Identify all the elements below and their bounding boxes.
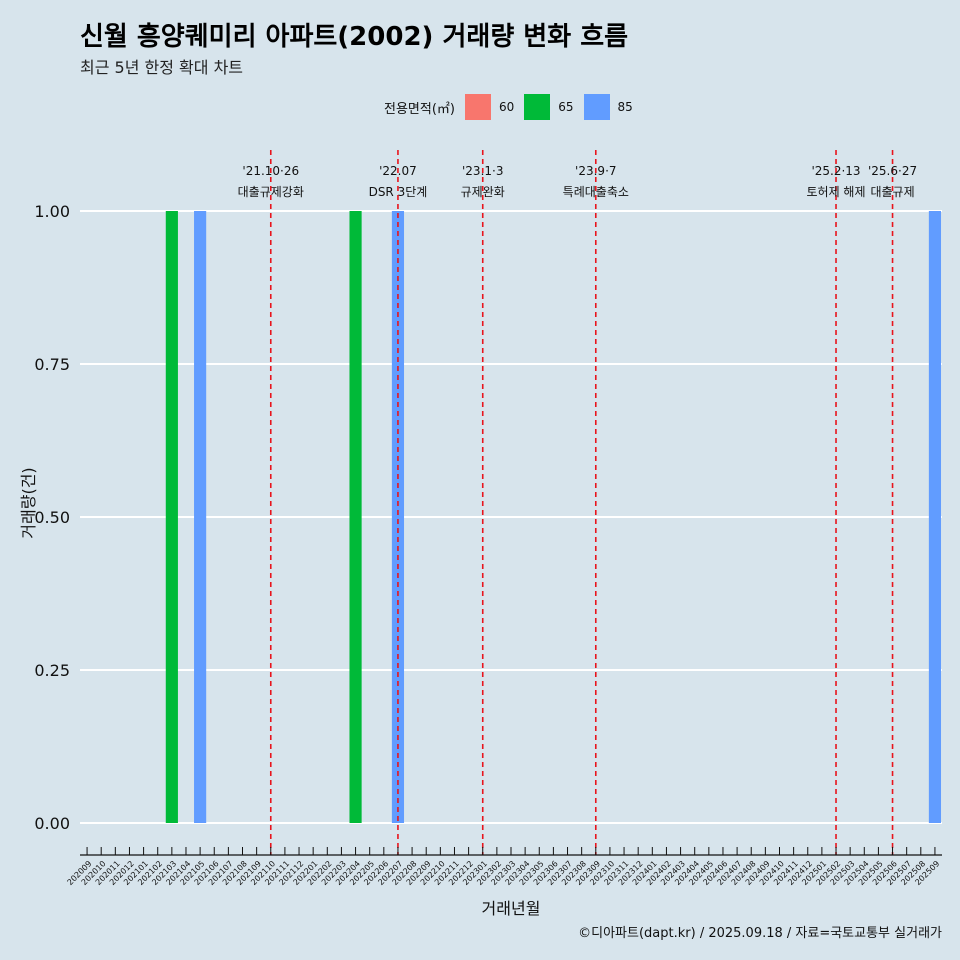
event-date-202110: '21.10·26 [242, 164, 299, 178]
legend-item-65: 65 [524, 94, 574, 120]
y-axis-title: 거래량(건) [19, 467, 38, 538]
legend-item-60: 60 [464, 94, 515, 120]
bar-65-202103 [165, 211, 178, 823]
legend-swatch-60 [464, 94, 491, 120]
event-label-202502: 토허제 해제 [807, 185, 866, 199]
bar-85-202105 [194, 211, 207, 823]
bar-65-202204 [349, 211, 362, 823]
event-label-202506: 대출규제 [870, 185, 914, 199]
event-date-202506: '25.6·27 [868, 164, 917, 178]
legend-swatch-85 [583, 94, 610, 120]
event-date-202502: '25.2·13 [811, 164, 860, 178]
legend-label-65: 65 [558, 100, 574, 114]
source-caption: ©디아파트(dapt.kr) / 2025.09.18 / 자료=국토교통부 실… [578, 926, 942, 941]
y-tick-label: 0.00 [34, 814, 70, 833]
chart-subtitle: 최근 5년 한정 확대 차트 [80, 58, 244, 77]
event-date-202207: '22.07 [379, 164, 417, 178]
y-tick-label: 1.00 [34, 202, 70, 221]
y-tick-label: 0.75 [34, 355, 70, 374]
bar-85-202207 [391, 211, 405, 823]
event-label-202301: 규제완화 [461, 185, 505, 199]
event-label-202309: 특례대출축소 [563, 185, 629, 199]
x-axis-title: 거래년월 [482, 899, 541, 918]
legend: 전용면적(㎡) 60 65 85 [384, 92, 643, 122]
legend-label-60: 60 [498, 100, 515, 114]
chart-title: 신월 흥양퀘미리 아파트(2002) 거래량 변화 흐름 [80, 22, 629, 52]
legend-label-85: 85 [617, 100, 633, 114]
legend-item-85: 85 [583, 94, 633, 120]
y-tick-label: 0.50 [34, 508, 70, 527]
legend-swatch-65 [524, 94, 551, 120]
event-date-202309: '23.9·7 [575, 164, 616, 178]
legend-title: 전용면적(㎡) [384, 101, 455, 117]
event-label-202207: DSR 3단계 [369, 185, 428, 199]
y-tick-label: 0.25 [34, 661, 70, 680]
bar-85-202509 [928, 211, 942, 823]
event-label-202110: 대출규제강화 [238, 185, 304, 199]
event-date-202301: '23.1·3 [462, 164, 503, 178]
